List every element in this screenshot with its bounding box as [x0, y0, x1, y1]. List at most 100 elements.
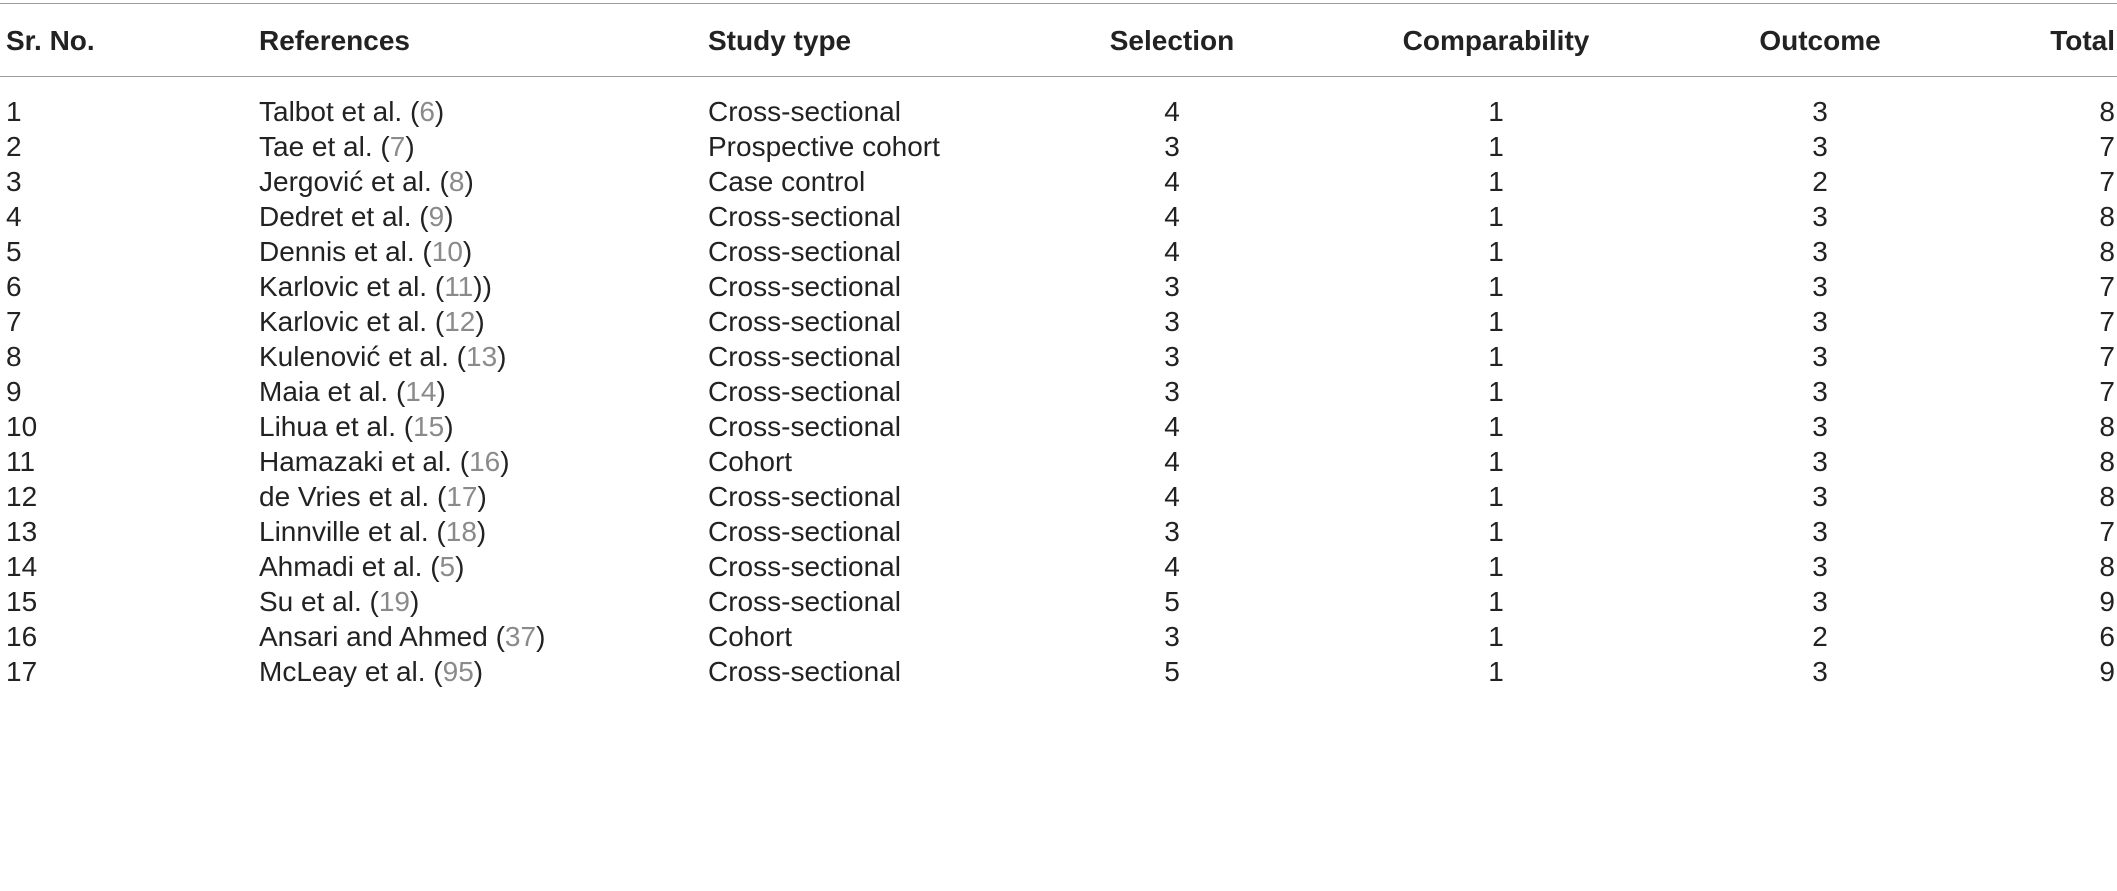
cell-reference: Su et al. (19): [259, 578, 419, 625]
cell-study-type: Cross-sectional: [708, 411, 901, 442]
cell-comparability: 1: [1488, 96, 1504, 127]
cell-total: 8: [2099, 96, 2115, 127]
cell-outcome: 3: [1812, 551, 1828, 582]
cell-reference: Maia et al. (14): [259, 368, 446, 415]
cell-study-type: Cross-sectional: [708, 481, 901, 512]
cell-selection: 3: [1164, 306, 1180, 337]
reference-number-link[interactable]: 6: [419, 96, 435, 127]
reference-number-link[interactable]: 5: [439, 551, 456, 582]
header-row: Sr. No. References Study type Selection …: [0, 17, 2117, 65]
reference-open-paren: (: [422, 551, 440, 582]
cell-total: 7: [2099, 271, 2115, 302]
cell-selection: 4: [1164, 201, 1180, 232]
cell-sr-no: 3: [6, 166, 22, 197]
cell-study-type: Prospective cohort: [708, 131, 940, 162]
reference-number-link[interactable]: 10: [431, 236, 463, 267]
cell-reference: Ahmadi et al. (5): [259, 543, 464, 590]
reference-number-link[interactable]: 37: [504, 621, 537, 652]
cell-selection: 3: [1164, 376, 1180, 407]
reference-open-paren: (: [414, 236, 432, 267]
cell-total: 8: [2099, 446, 2115, 477]
table-row: 2 Tae et al. (7) Prospective cohort 3 1 3 7: [0, 123, 2117, 170]
reference-author: Karlovic et al.: [259, 271, 428, 302]
cell-reference: Linnville et al. (18): [259, 508, 486, 555]
cell-outcome: 2: [1812, 621, 1828, 652]
reference-close-paren: ): [500, 446, 510, 477]
reference-number-link[interactable]: 17: [446, 481, 478, 512]
cell-comparability: 1: [1488, 481, 1504, 512]
reference-number-link[interactable]: 18: [445, 516, 477, 547]
reference-number-link[interactable]: 95: [442, 656, 474, 687]
cell-total: 7: [2099, 166, 2115, 197]
reference-close-paren: ): [405, 131, 415, 162]
cell-outcome: 3: [1812, 481, 1828, 512]
cell-total: 7: [2099, 516, 2115, 547]
reference-close-paren: )): [473, 271, 492, 302]
cell-study-type: Cross-sectional: [708, 376, 901, 407]
cell-outcome: 3: [1812, 271, 1828, 302]
reference-number-link[interactable]: 19: [378, 586, 410, 617]
cell-comparability: 1: [1488, 446, 1504, 477]
header-comparability: Comparability: [1402, 25, 1590, 56]
cell-sr-no: 15: [6, 586, 38, 617]
header-total: Total: [2050, 25, 2115, 56]
cell-study-type: Cross-sectional: [708, 306, 901, 337]
top-rule: [0, 3, 2117, 4]
cell-reference: de Vries et al. (17): [259, 473, 487, 520]
reference-number-link[interactable]: 7: [389, 131, 406, 162]
cell-sr-no: 14: [6, 551, 38, 582]
reference-number-link[interactable]: 11: [444, 271, 474, 302]
reference-number-link[interactable]: 12: [444, 306, 476, 337]
cell-comparability: 1: [1488, 131, 1504, 162]
reference-author: Su et al.: [259, 586, 362, 617]
cell-selection: 3: [1164, 341, 1180, 372]
cell-study-type: Cross-sectional: [708, 271, 901, 302]
table-row: 7 Karlovic et al. (12) Cross-sectional 3 1 3 7: [0, 298, 2117, 345]
cell-selection: 4: [1164, 411, 1180, 442]
reference-close-paren: ): [436, 376, 446, 407]
reference-open-paren: (: [431, 166, 449, 197]
cell-study-type: Cohort: [708, 621, 793, 652]
reference-close-paren: ): [475, 306, 485, 337]
cell-reference: Hamazaki et al. (16): [259, 438, 510, 485]
table-row: 13 Linnville et al. (18) Cross-sectional 3 1…: [0, 508, 2117, 555]
reference-author: McLeay et al.: [259, 656, 426, 687]
header-sr-no: Sr. No.: [6, 25, 95, 56]
cell-comparability: 1: [1488, 656, 1504, 687]
cell-outcome: 3: [1812, 376, 1828, 407]
reference-number-link[interactable]: 8: [448, 166, 465, 197]
reference-close-paren: ): [476, 516, 487, 547]
cell-sr-no: 10: [6, 411, 38, 442]
reference-number-link[interactable]: 13: [466, 341, 498, 372]
cell-comparability: 1: [1488, 516, 1504, 547]
reference-open-paren: (: [361, 586, 379, 617]
reference-open-paren: (: [372, 131, 390, 162]
reference-number-link[interactable]: 9: [428, 201, 445, 232]
table-row: 14 Ahmadi et al. (5) Cross-sectional 4 1 3 8: [0, 543, 2117, 590]
reference-number-link[interactable]: 15: [413, 411, 445, 442]
cell-comparability: 1: [1488, 201, 1504, 232]
cell-study-type: Case control: [708, 166, 866, 197]
reference-close-paren: ): [497, 341, 507, 372]
reference-author: Hamazaki et al.: [259, 446, 452, 477]
reference-number-link[interactable]: 16: [469, 446, 501, 477]
table-row: 16 Ansari and Ahmed (37) Cohort 3 1 2 6: [0, 613, 2117, 660]
cell-comparability: 1: [1488, 306, 1504, 337]
reference-open-paren: (: [396, 411, 414, 442]
reference-number-link[interactable]: 14: [405, 376, 437, 407]
cell-selection: 4: [1164, 481, 1180, 512]
reference-open-paren: (: [451, 446, 470, 477]
cell-sr-no: 11: [6, 446, 36, 477]
cell-total: 9: [2099, 656, 2115, 687]
cell-comparability: 1: [1488, 621, 1504, 652]
table-row: 12 de Vries et al. (17) Cross-sectional 4 1 3…: [0, 473, 2117, 520]
table-row: 11 Hamazaki et al. (16) Cohort 4 1 3 8: [0, 438, 2117, 485]
reference-close-paren: ): [477, 481, 487, 512]
reference-author: Lihua et al.: [259, 411, 396, 442]
cell-study-type: Cross-sectional: [708, 656, 901, 687]
cell-sr-no: 16: [6, 621, 38, 652]
cell-selection: 3: [1164, 621, 1180, 652]
cell-total: 8: [2099, 236, 2115, 267]
reference-author: Talbot et al.: [259, 96, 403, 127]
cell-total: 7: [2099, 306, 2115, 337]
